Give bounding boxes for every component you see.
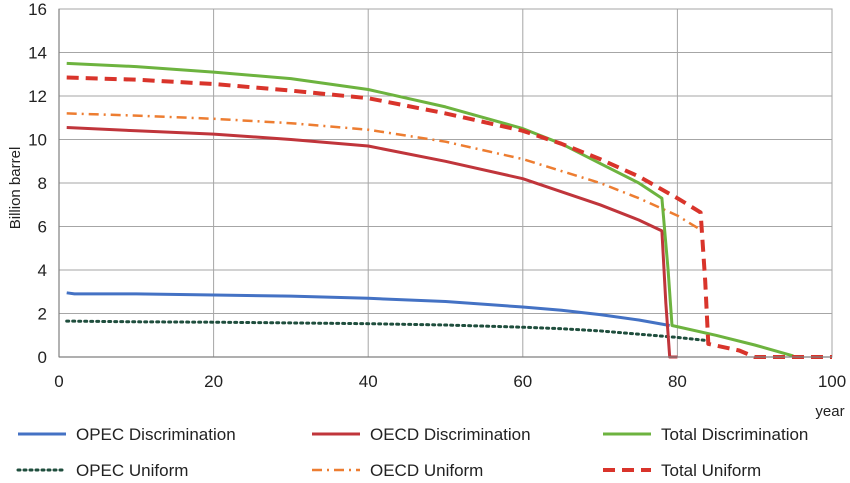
axes bbox=[58, 9, 832, 358]
y-tick-label: 6 bbox=[38, 218, 47, 237]
y-tick-label: 14 bbox=[28, 44, 47, 63]
y-tick-label: 16 bbox=[28, 0, 47, 19]
legend-label: OPEC Uniform bbox=[76, 461, 188, 480]
legend-label: OPEC Discrimination bbox=[76, 425, 236, 444]
y-tick-labels: 0 2 4 6 8 10 12 14 16 bbox=[28, 0, 47, 367]
legend-item: Total Uniform bbox=[603, 461, 761, 480]
x-tick-label: 100 bbox=[818, 372, 846, 391]
legend-item: OECD Uniform bbox=[312, 461, 483, 480]
y-tick-label: 12 bbox=[28, 87, 47, 106]
series-line-opec-discrimination bbox=[66, 291, 670, 327]
series-line-oecd-discrimination bbox=[66, 126, 678, 359]
legend-item: OPEC Discrimination bbox=[18, 425, 236, 444]
legend-label: OECD Discrimination bbox=[370, 425, 531, 444]
legend-item: OECD Discrimination bbox=[312, 425, 531, 444]
series-line-oecd-uniform bbox=[66, 112, 702, 231]
x-tick-label: 0 bbox=[54, 372, 63, 391]
legend-label: Total Discrimination bbox=[661, 425, 808, 444]
y-tick-label: 10 bbox=[28, 131, 47, 150]
legend: OPEC Discrimination OECD Discrimination To… bbox=[16, 425, 808, 480]
series-layer bbox=[65, 61, 832, 359]
series-line-total-uniform bbox=[66, 75, 832, 359]
x-tick-label: 40 bbox=[359, 372, 378, 391]
y-tick-label: 2 bbox=[38, 305, 47, 324]
legend-label: Total Uniform bbox=[661, 461, 761, 480]
x-tick-label: 80 bbox=[668, 372, 687, 391]
x-tick-label: 20 bbox=[204, 372, 223, 391]
y-tick-label: 8 bbox=[38, 174, 47, 193]
x-tick-labels: 0 20 40 60 80 100 bbox=[54, 372, 846, 391]
y-tick-label: 4 bbox=[38, 261, 47, 280]
series-line-opec-uniform bbox=[65, 319, 710, 343]
legend-label: OECD Uniform bbox=[370, 461, 483, 480]
legend-item: OPEC Uniform bbox=[16, 461, 188, 480]
legend-item: Total Discrimination bbox=[603, 425, 808, 444]
y-tick-label: 0 bbox=[38, 348, 47, 367]
x-tick-label: 60 bbox=[513, 372, 532, 391]
x-axis-label: year bbox=[815, 403, 844, 420]
y-axis-label: Billion barrel bbox=[7, 147, 24, 230]
